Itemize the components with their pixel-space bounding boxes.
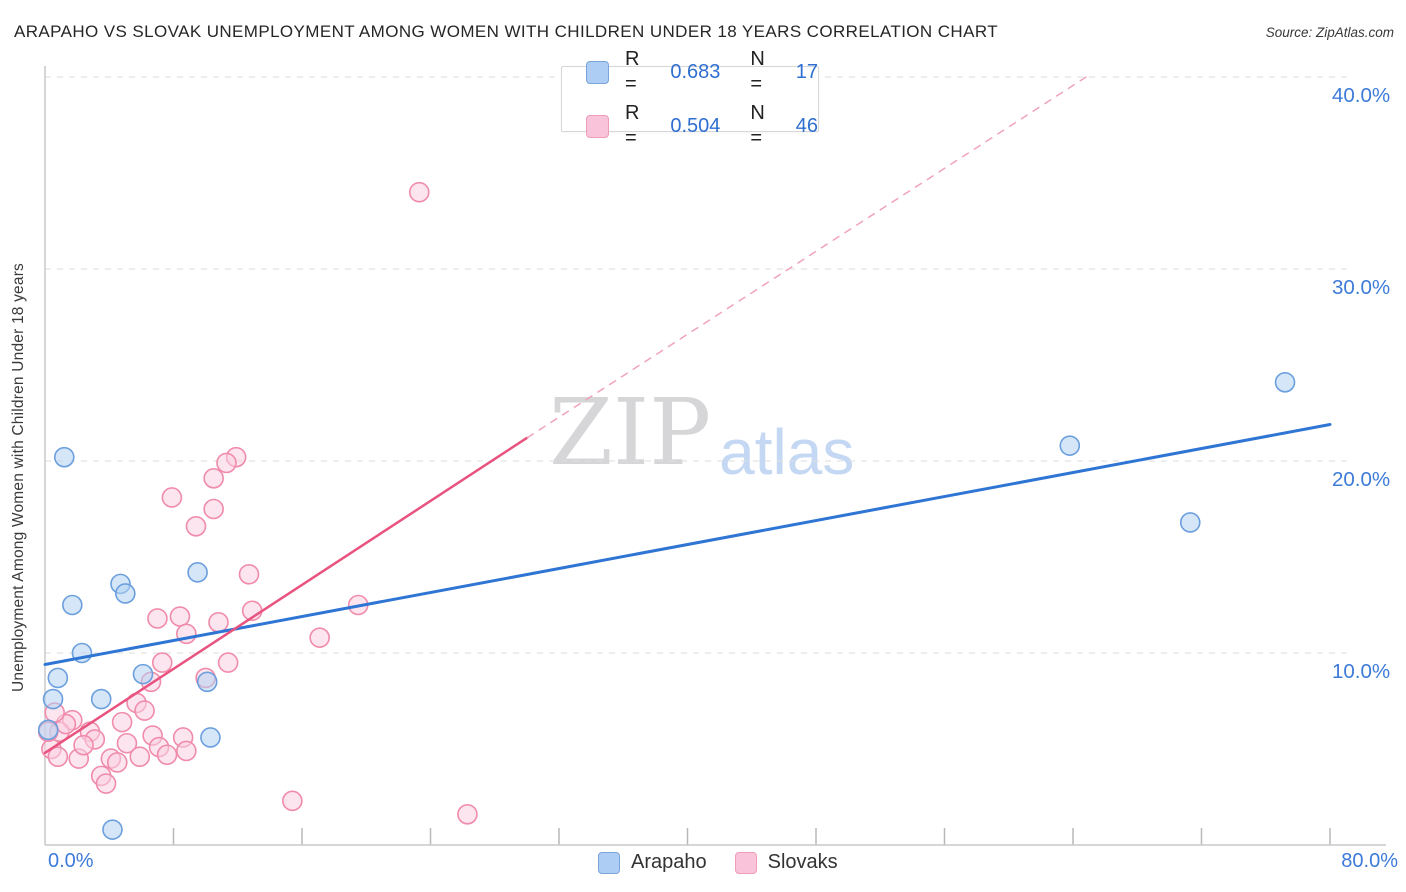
y-tick-label-20: 20.0% (1332, 468, 1391, 491)
series-legend-label: Slovaks (767, 851, 838, 873)
series-legend-slovaks: Slovaks (734, 851, 838, 874)
scatter-point-slovaks (203, 467, 224, 489)
scatter-point-arapaho (196, 671, 218, 693)
scatter-point-slovaks (147, 608, 168, 629)
scatter-point-arapaho (1059, 435, 1081, 456)
scatter-point-arapaho (102, 819, 123, 840)
slovaks-swatch-icon (586, 114, 609, 138)
scatter-point-slovaks (161, 487, 183, 508)
scatter-point-arapaho (42, 688, 64, 710)
scatter-point-arapaho (37, 719, 59, 741)
scatter-point-slovaks (238, 563, 260, 585)
scatter-point-arapaho (132, 663, 154, 685)
scatter-point-slovaks (216, 452, 237, 474)
scatter-point-slovaks (116, 732, 138, 754)
scatter-point-slovaks (47, 746, 69, 767)
scatter-point-arapaho (47, 667, 69, 689)
trend-line-arapaho (43, 423, 1332, 667)
arapaho-swatch-icon (598, 851, 620, 874)
page-title: ARAPAHO VS SLOVAK UNEMPLOYMENT AMONG WOM… (14, 22, 998, 41)
scatter-point-arapaho (187, 562, 208, 583)
scatter-point-slovaks (208, 611, 229, 633)
n-label: N = (750, 48, 765, 95)
scatter-point-slovaks (151, 652, 173, 673)
y-tick-label-40: 40.0% (1332, 84, 1391, 107)
scatter-point-slovaks (73, 734, 94, 756)
x-tick-label-min: 0.0% (48, 850, 94, 872)
y-axis-title: Unemployment Among Women with Children U… (10, 262, 27, 692)
scatter-point-slovaks (217, 652, 239, 673)
scatter-point-slovaks (309, 627, 330, 648)
x-tick-label-max: 80.0% (1341, 850, 1398, 872)
scatter-point-slovaks (169, 606, 191, 627)
n-value-arapaho: 17 (795, 60, 818, 83)
arapaho-swatch-icon (586, 60, 609, 84)
r-value-arapaho: 0.683 (670, 60, 721, 83)
series-legend-label: Arapaho (631, 851, 707, 873)
y-tick-label-10: 10.0% (1332, 660, 1391, 683)
r-label: R = (625, 48, 640, 95)
scatter-point-arapaho (1274, 371, 1296, 393)
legend-row-arapaho: R = 0.683 N = 17 (586, 47, 818, 97)
scatter-point-slovaks (134, 700, 155, 721)
scatter-point-slovaks (111, 711, 133, 733)
scatter-point-slovaks (176, 740, 197, 762)
scatter-point-arapaho (115, 583, 136, 604)
trend-line-slovaks (43, 436, 529, 755)
r-value-slovaks: 0.504 (670, 114, 721, 137)
scatter-point-slovaks (282, 790, 303, 812)
legend-row-slovaks: R = 0.504 N = 46 (586, 101, 818, 151)
n-value-slovaks: 46 (795, 114, 818, 137)
y-tick-label-30: 30.0% (1332, 276, 1391, 299)
scatter-point-arapaho (200, 727, 221, 748)
scatter-point-arapaho (53, 446, 75, 468)
r-label: R = (625, 102, 640, 149)
series-legend-arapaho: Arapaho (598, 851, 707, 874)
source-credit: Source: ZipAtlas.com (1265, 25, 1394, 40)
scatter-point-slovaks (185, 515, 207, 537)
slovaks-swatch-icon (734, 851, 757, 874)
scatter-point-slovaks (156, 744, 178, 766)
scatter-point-slovaks (457, 803, 478, 825)
scatter-point-slovaks (203, 498, 224, 520)
series-legend: Arapaho Slovaks (598, 851, 838, 874)
scatter-point-slovaks (106, 752, 128, 773)
scatter-point-slovaks (408, 181, 430, 203)
n-label: N = (750, 102, 765, 149)
scatter-point-arapaho (1179, 512, 1201, 533)
scatter-point-slovaks (129, 746, 151, 767)
scatter-point-slovaks (95, 773, 117, 794)
scatter-point-arapaho (62, 594, 83, 616)
correlation-legend: R = 0.683 N = 17 R = 0.504 N = 46 (561, 48, 819, 149)
scatter-point-arapaho (90, 688, 112, 710)
